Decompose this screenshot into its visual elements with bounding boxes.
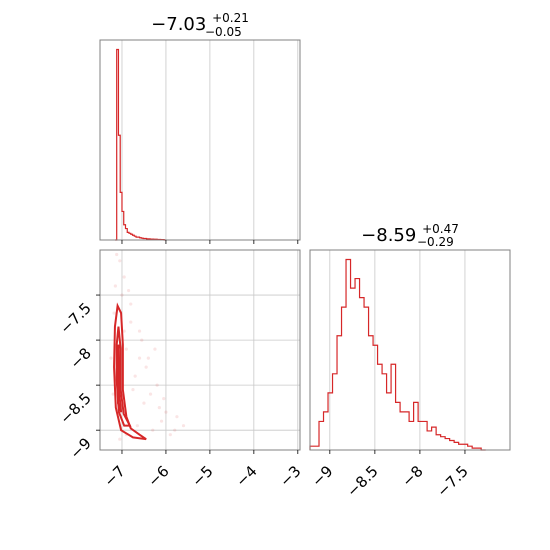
scatter-point: [133, 374, 137, 378]
scatter-point: [146, 356, 150, 360]
title-param2-minus: −0.29: [417, 235, 454, 249]
x-tick-label: −6: [144, 462, 172, 490]
panel-frame-scatter: [99, 249, 301, 451]
y-tick-label: −9: [66, 434, 94, 462]
x-tick-label: −8: [398, 462, 426, 490]
scatter-point: [173, 428, 177, 432]
scatter-point: [129, 320, 133, 324]
scatter-point: [157, 406, 161, 410]
scatter-point: [164, 410, 168, 414]
scatter-point: [115, 252, 119, 257]
scatter-point: [126, 288, 131, 293]
scatter-point: [118, 437, 122, 441]
contour-line: [115, 326, 132, 427]
scatter-point: [113, 284, 117, 288]
x-tick-label: −3: [276, 462, 304, 490]
y-tick-label: −8.5: [56, 389, 94, 427]
contour-line: [116, 344, 123, 413]
x-tick-label: −5: [188, 462, 216, 490]
y-tick-label: −7.5: [56, 299, 94, 337]
x-tick-label: −9: [308, 462, 336, 490]
scatter-point: [155, 383, 159, 387]
hist-panel-param2: −9 −8.5 −8 −7.5 −8.59 +0.47 −0.29: [308, 222, 511, 501]
scatter-point: [124, 347, 128, 351]
scatter-point: [168, 433, 172, 437]
scatter-point: [120, 293, 124, 297]
scatter-point: [175, 415, 179, 419]
scatter-point: [153, 347, 157, 351]
hist-step-param1: [114, 48, 166, 241]
scatter-point: [140, 338, 144, 342]
scatter-point: [159, 419, 164, 423]
title-param2-plus: +0.47: [422, 222, 459, 236]
title-param2: −8.59 +0.47: [361, 222, 459, 246]
title-param2-value: −8.59: [361, 225, 416, 246]
x-tick-label: −8.5: [343, 462, 381, 500]
scatter-point: [131, 388, 135, 392]
scatter-point: [109, 356, 113, 360]
scatter-point: [162, 397, 166, 401]
hist-panel-param1: −7.03 +0.21 −0.05: [99, 11, 301, 244]
scatter-point: [122, 329, 126, 333]
scatter-point: [142, 401, 146, 405]
scatter-panel-2d: −7 −6 −5 −4 −3 −7.5 −8 −8.5 −9: [56, 249, 305, 490]
scatter-point: [129, 302, 133, 306]
x-tick-label: −4: [232, 462, 260, 490]
scatter-point: [181, 424, 186, 428]
title-param1-plus: +0.21: [212, 11, 249, 25]
panel-frame-hist1: [99, 39, 301, 241]
scatter-point: [118, 259, 122, 263]
title-param1-value: −7.03: [151, 14, 206, 35]
title-param1-minus: −0.05: [205, 25, 242, 39]
scatter-point: [137, 329, 142, 333]
hist-step-param2: [309, 258, 486, 451]
panel-frame-hist2: [309, 249, 511, 451]
contour-line: [113, 302, 147, 441]
scatter-point: [112, 311, 116, 315]
title-param1: −7.03 +0.21: [151, 11, 249, 35]
scatter-point: [137, 356, 142, 360]
scatter-point: [122, 275, 126, 279]
x-tick-label: −7: [100, 462, 128, 490]
scatter-point: [135, 424, 139, 428]
scatter-point: [144, 365, 148, 369]
x-tick-label: −7.5: [433, 462, 471, 500]
scatter-point: [148, 392, 153, 396]
y-tick-label: −8: [66, 344, 94, 372]
scatter-point: [111, 392, 115, 396]
scatter-point: [151, 428, 155, 432]
